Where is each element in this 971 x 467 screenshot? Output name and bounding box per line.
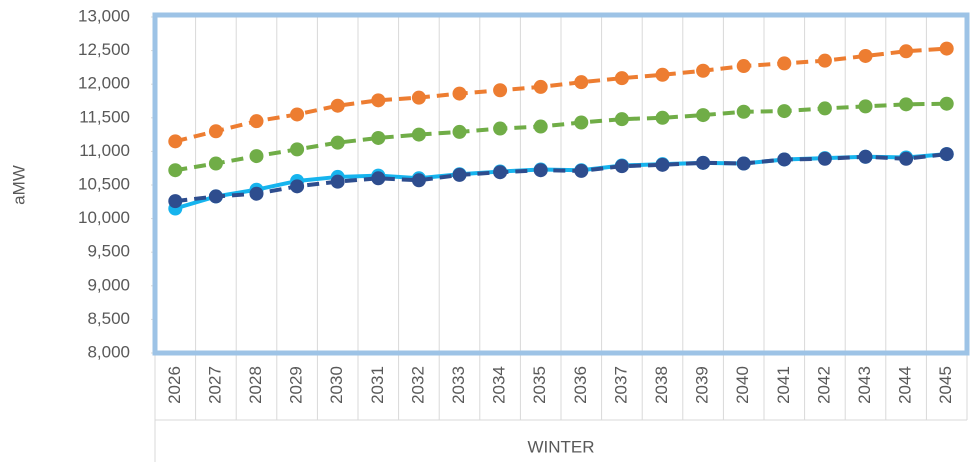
data-point (777, 56, 792, 71)
x-tick-label: 2029 (287, 366, 306, 404)
data-point (574, 115, 589, 130)
data-point (249, 186, 264, 201)
plot-border (152, 12, 970, 356)
data-point (452, 167, 467, 182)
data-point (330, 98, 345, 113)
data-point (574, 163, 589, 178)
x-tick-label: 2033 (449, 366, 468, 404)
x-tick-label: 2044 (896, 366, 915, 404)
data-point (208, 156, 223, 171)
y-tick-label: 10,500 (78, 174, 130, 193)
data-point (655, 110, 670, 125)
x-tick-label: 2039 (693, 366, 712, 404)
data-point (899, 97, 914, 112)
y-tick-label: 12,000 (78, 74, 130, 93)
x-tick-label: 2045 (936, 366, 955, 404)
data-point (371, 171, 386, 186)
x-tick-label: 2040 (733, 366, 752, 404)
data-point (168, 163, 183, 178)
x-tick-label: 2038 (652, 366, 671, 404)
data-point (290, 107, 305, 122)
data-point (817, 101, 832, 116)
x-tick-label: 2036 (571, 366, 590, 404)
data-point (249, 149, 264, 164)
data-point (330, 135, 345, 150)
x-tick-label: 2026 (165, 366, 184, 404)
data-point (493, 83, 508, 98)
data-point (168, 194, 183, 209)
data-point (452, 124, 467, 139)
x-tick-label: 2028 (246, 366, 265, 404)
data-point (371, 93, 386, 108)
data-point (939, 147, 954, 162)
x-tick-label: 2032 (408, 366, 427, 404)
data-point (574, 75, 589, 90)
data-point (533, 119, 548, 134)
data-point (655, 157, 670, 172)
y-tick-label: 10,000 (78, 208, 130, 227)
data-point (899, 151, 914, 166)
x-tick-label: 2030 (327, 366, 346, 404)
x-group-label: WINTER (527, 437, 594, 456)
data-point (696, 108, 711, 123)
x-tick-label: 2037 (611, 366, 630, 404)
x-tick-label: 2041 (774, 366, 793, 404)
x-tick-label: 2027 (205, 366, 224, 404)
y-tick-label: 12,500 (78, 40, 130, 59)
y-tick-label: 8,500 (87, 309, 130, 328)
data-point (411, 90, 426, 105)
y-tick-label: 9,000 (87, 275, 130, 294)
data-point (817, 151, 832, 166)
y-tick-label: 8,000 (87, 342, 130, 361)
data-point (249, 114, 264, 129)
x-tick-label: 2034 (490, 366, 509, 404)
data-point (330, 174, 345, 189)
data-point (777, 152, 792, 167)
data-point (533, 163, 548, 178)
data-point (411, 173, 426, 188)
data-point (168, 134, 183, 149)
x-tick-label: 2042 (814, 366, 833, 404)
data-point (493, 165, 508, 180)
data-point (736, 156, 751, 171)
data-point (290, 142, 305, 157)
data-point (939, 96, 954, 111)
y-axis-label: aMW (9, 165, 28, 205)
data-point (817, 53, 832, 68)
data-point (452, 86, 467, 101)
data-point (208, 189, 223, 204)
data-point (208, 124, 223, 139)
data-point (614, 159, 629, 174)
x-tick-label: 2043 (855, 366, 874, 404)
data-point (939, 41, 954, 56)
y-tick-label: 11,000 (79, 141, 130, 160)
data-point (858, 48, 873, 63)
data-point (290, 179, 305, 194)
y-tick-label: 11,500 (79, 107, 130, 126)
data-point (411, 127, 426, 142)
series-line (175, 152, 947, 204)
y-tick-label: 13,000 (78, 6, 130, 25)
y-tick-label: 9,500 (87, 242, 130, 261)
data-point (696, 155, 711, 170)
x-tick-label: 2031 (368, 366, 387, 404)
data-point (858, 149, 873, 164)
data-point (858, 99, 873, 114)
data-point (493, 121, 508, 136)
data-point (614, 71, 629, 86)
x-tick-label: 2035 (530, 366, 549, 404)
data-point (614, 112, 629, 127)
data-point (371, 130, 386, 145)
data-point (736, 104, 751, 119)
data-point (655, 67, 670, 82)
data-point (736, 59, 751, 74)
data-point (899, 44, 914, 59)
data-point (533, 79, 548, 94)
data-point (696, 63, 711, 78)
data-point (777, 104, 792, 119)
